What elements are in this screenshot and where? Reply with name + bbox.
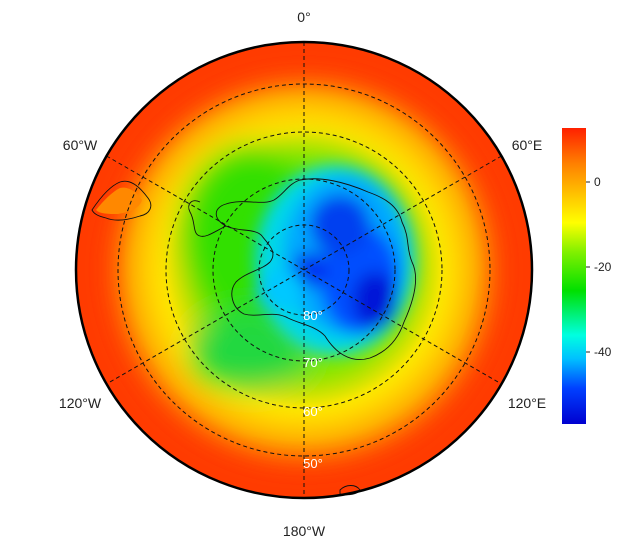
meridian-60w-120e (106, 155, 502, 385)
data-field (76, 42, 532, 498)
colorbar: 0 -20 -40 (562, 128, 612, 424)
lat-circle-60 (165, 131, 443, 409)
colorbar-label-minus40: -40 (594, 345, 612, 359)
lon-label-60w: 60°W (63, 137, 98, 153)
lat-label-60: 60° (303, 404, 323, 419)
south-america-coastline (91, 180, 152, 221)
south-america-land (96, 187, 142, 214)
lon-label-180w: 180°W (283, 523, 326, 539)
map-border (74, 40, 534, 500)
colorbar-label-0: 0 (594, 175, 601, 189)
lon-label-0: 0° (297, 9, 310, 25)
colorbar-label-minus20: -20 (594, 260, 612, 274)
lat-label-70: 70° (303, 355, 323, 370)
lon-label-60e: 60°E (512, 137, 543, 153)
graticule (106, 42, 502, 498)
antarctica-coastline (215, 178, 417, 360)
lat-label-80: 80° (303, 308, 323, 323)
meridian-60e-120w (106, 155, 502, 385)
lat-label-50: 50° (303, 456, 323, 471)
peninsula-coastline (188, 200, 227, 237)
lon-label-120e: 120°E (508, 395, 546, 411)
colorbar-ramp (562, 128, 586, 424)
lon-label-120w: 120°W (59, 395, 102, 411)
